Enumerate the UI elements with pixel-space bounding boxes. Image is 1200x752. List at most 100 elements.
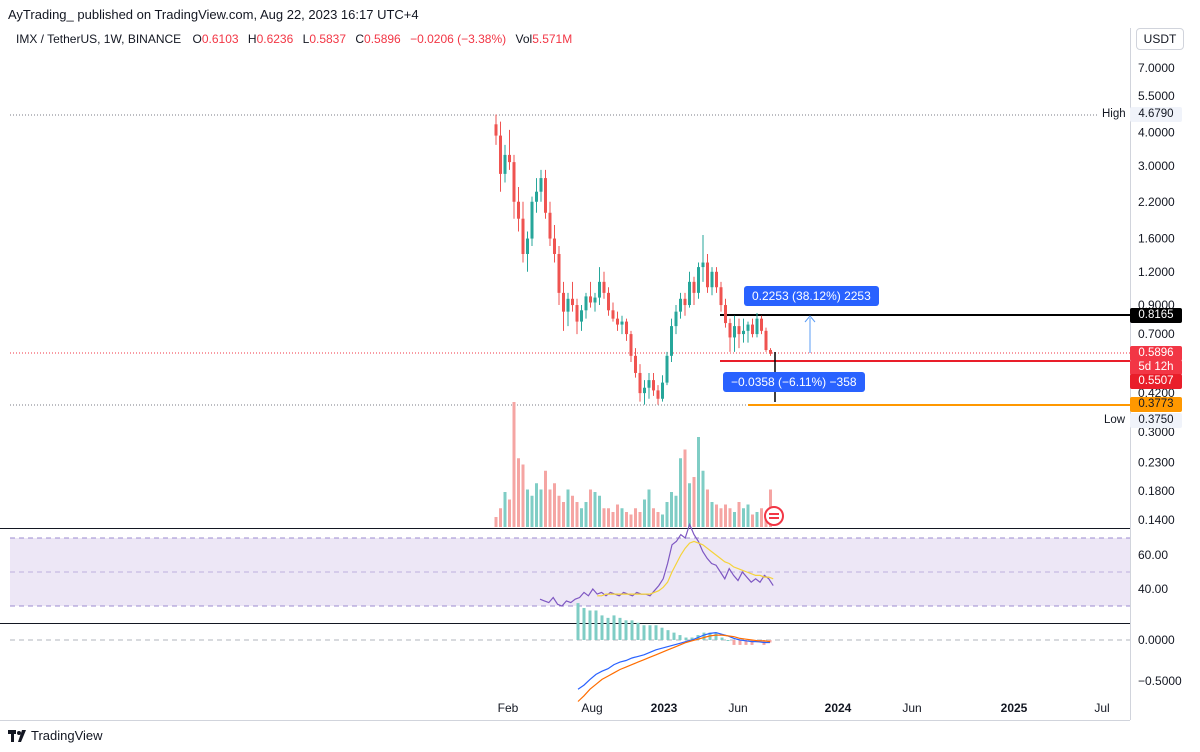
events-flag-icon[interactable]	[764, 506, 784, 526]
macd-histogram-bar	[612, 615, 616, 640]
price-tick: 0.1800	[1138, 484, 1175, 498]
volume-bar	[674, 495, 678, 527]
volume-bar	[638, 512, 642, 527]
candle-body	[512, 162, 516, 202]
candle-body	[769, 349, 772, 354]
low-text: Low	[1104, 414, 1126, 426]
time-tick: Feb	[498, 701, 519, 715]
price-tick: 2.2000	[1138, 195, 1175, 209]
candle-body	[764, 330, 768, 350]
measure-up-arrowhead	[804, 315, 816, 323]
volume-bar	[508, 499, 511, 527]
rsi-pane	[539, 522, 774, 607]
macd-histogram-bar	[750, 640, 754, 645]
candle-body	[602, 281, 606, 293]
price-axis-ticks: 7.0000 5.5000 4.0000 3.0000 2.2000 1.6000 1.20…	[1138, 61, 1175, 527]
volume-bar	[526, 489, 529, 527]
macd-histogram-bar	[594, 610, 598, 640]
macd-histogram-bar	[666, 630, 670, 640]
macd-histogram-bar	[648, 625, 652, 640]
price-tick: 4.0000	[1138, 126, 1175, 140]
volume-bar	[553, 483, 556, 527]
candle-body	[652, 380, 655, 391]
volume-bar	[697, 437, 700, 527]
rsi-line	[539, 522, 774, 607]
price-tick: 0.2300	[1138, 456, 1175, 470]
time-axis-ticks: Feb Aug 2023 Jun 2024 Jun 2025 Jul	[498, 701, 1110, 715]
volume-bar	[535, 483, 538, 527]
candle-body	[737, 326, 741, 335]
macd-histogram-bar	[744, 640, 748, 645]
pane-divider-rsi[interactable]	[0, 623, 1130, 624]
candle-body	[553, 238, 556, 254]
rsi-axis-60: 60.00	[1138, 548, 1168, 562]
candle-body	[530, 201, 534, 239]
volume-bar	[530, 495, 534, 527]
volume-bar	[742, 508, 745, 527]
volume-bar	[652, 508, 655, 527]
current-price-tag: 0.5896	[1130, 346, 1182, 361]
signal-line	[577, 634, 771, 702]
footer-brand-text: TradingView	[31, 728, 103, 743]
candle-body	[625, 321, 628, 335]
volume-bar	[715, 504, 718, 527]
volume-bar	[494, 517, 498, 527]
candle-body	[679, 298, 682, 312]
volume-bar	[661, 514, 664, 527]
candle-body	[539, 178, 543, 192]
candle-body	[728, 323, 732, 338]
close-value: 0.5896	[364, 32, 401, 46]
candle-body	[575, 305, 579, 322]
time-tick: 2024	[825, 701, 852, 715]
time-tick: Aug	[581, 701, 602, 715]
footer-brand[interactable]: TradingView	[8, 728, 103, 743]
volume-bar	[589, 489, 592, 527]
pane-divider-main[interactable]	[0, 528, 1130, 529]
candle-body	[715, 271, 718, 288]
macd-histogram-bar	[720, 637, 724, 640]
time-tick: Jul	[1094, 701, 1109, 715]
time-tick: Jun	[902, 701, 921, 715]
volume-bar	[503, 492, 507, 527]
candle-body	[584, 296, 588, 311]
candle-body	[616, 318, 619, 325]
volume-bar	[566, 489, 570, 527]
macd-histogram-bar	[576, 603, 580, 640]
low-value: 0.5837	[309, 32, 347, 46]
volume-bar	[692, 477, 696, 527]
volume-bar	[557, 495, 561, 527]
low-label: L	[302, 32, 310, 46]
candle-body	[661, 382, 664, 399]
candle-body	[517, 201, 520, 219]
measure-down-label[interactable]: −0.0358 (−6.11%) −358	[723, 372, 865, 392]
level-bottom-tag[interactable]: 0.3773	[1130, 397, 1182, 412]
tradingview-logo-icon	[8, 729, 26, 742]
candle-body	[620, 321, 624, 325]
candle-body	[607, 292, 610, 311]
candle-body	[494, 124, 498, 136]
measure-up-label[interactable]: 0.2253 (38.12%) 2253	[744, 286, 879, 306]
macd-histogram-bar	[618, 617, 622, 640]
currency-button[interactable]: USDT	[1136, 28, 1184, 50]
high-value: 0.6236	[256, 32, 294, 46]
level-mid-tag[interactable]: 0.5507	[1130, 374, 1182, 389]
candle-body	[521, 218, 525, 254]
price-tick: 0.1400	[1138, 513, 1175, 527]
level-top-tag[interactable]: 0.8165	[1130, 308, 1182, 323]
open-label: O	[192, 32, 202, 46]
macd-histogram-bar	[702, 632, 706, 640]
change-value: −0.0206 (−3.38%)	[410, 32, 507, 46]
candle-body	[526, 238, 529, 254]
volume-bar	[706, 489, 709, 527]
header-bar: AyTrading_ published on TradingView.com,…	[0, 0, 1200, 28]
symbol-name[interactable]: IMX / TetherUS, 1W, BINANCE	[16, 32, 182, 46]
candle-body	[557, 253, 561, 293]
candle-body	[598, 281, 601, 298]
time-tick: Jun	[728, 701, 747, 715]
volume-bar	[701, 470, 705, 527]
volume-bar	[634, 508, 637, 527]
candle-body	[706, 262, 709, 288]
volume-bar	[620, 508, 624, 527]
candle-body	[656, 390, 660, 399]
